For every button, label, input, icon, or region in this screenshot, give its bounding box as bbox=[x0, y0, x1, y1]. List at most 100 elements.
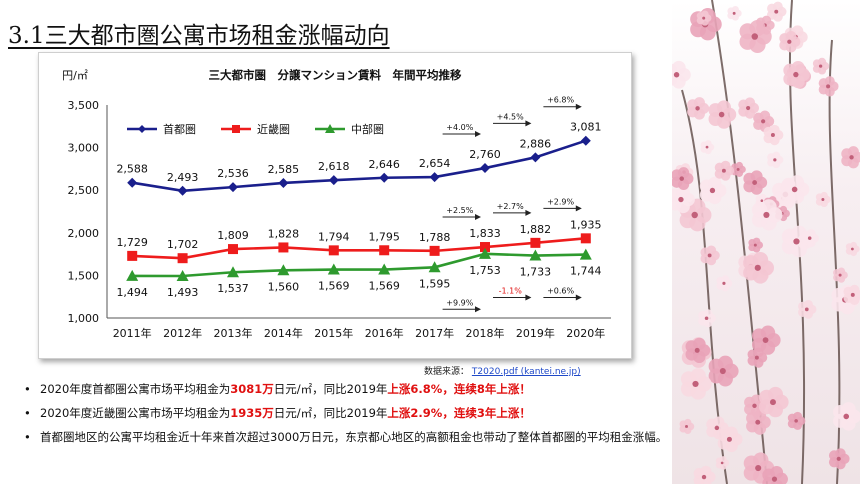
blossom-petal bbox=[835, 448, 846, 459]
blossom-petal bbox=[772, 151, 781, 160]
data-label: 1,795 bbox=[368, 230, 400, 243]
blossom-center bbox=[770, 133, 775, 138]
blossom-petal bbox=[693, 337, 706, 351]
blossom-petal bbox=[761, 199, 777, 215]
page-title: 3.1三大都市圏公寓市场租金涨幅动向 bbox=[8, 23, 390, 49]
blossom-petal bbox=[690, 368, 706, 384]
y-tick-label: 2,000 bbox=[68, 227, 100, 240]
data-label: 2,493 bbox=[167, 171, 199, 184]
blossom-center bbox=[752, 403, 757, 409]
legend-label: 近畿圏 bbox=[257, 122, 290, 136]
x-tick-label: 2016年 bbox=[365, 326, 404, 340]
legend-marker bbox=[325, 124, 335, 133]
blossom-center bbox=[843, 413, 850, 420]
blossom-petal bbox=[759, 110, 771, 122]
bullet-highlight: 1935万 bbox=[230, 406, 274, 420]
legend-label: 首都圏 bbox=[163, 122, 196, 136]
x-tick-label: 2012年 bbox=[163, 326, 202, 340]
blossom-petal bbox=[849, 284, 860, 295]
x-tick-label: 2019年 bbox=[516, 326, 555, 340]
blossom-center bbox=[850, 247, 854, 251]
data-point bbox=[429, 172, 440, 183]
data-point bbox=[379, 245, 390, 256]
data-point bbox=[228, 182, 238, 193]
blossom-center bbox=[849, 155, 854, 160]
data-label: 2,585 bbox=[268, 163, 300, 176]
blossom-center bbox=[685, 424, 688, 428]
blossom-petal bbox=[847, 146, 859, 158]
blossom-center bbox=[752, 180, 758, 185]
x-tick-label: 2015年 bbox=[314, 326, 353, 340]
data-point bbox=[277, 264, 290, 276]
series-line bbox=[132, 237, 586, 260]
blossom-center bbox=[702, 16, 706, 20]
growth-label: +2.5% bbox=[446, 206, 473, 215]
blossom-center bbox=[732, 11, 736, 15]
data-label: 1,494 bbox=[116, 286, 148, 299]
data-label: 2,618 bbox=[318, 160, 350, 173]
blossom-center bbox=[746, 105, 751, 111]
blossom-center bbox=[774, 9, 779, 14]
blossom-center bbox=[804, 307, 809, 312]
data-label: 2,760 bbox=[469, 148, 501, 161]
blossom-center bbox=[850, 292, 855, 297]
source-label: 数据来源： bbox=[424, 367, 470, 377]
blossom-center bbox=[762, 337, 769, 344]
blossom-center bbox=[722, 281, 726, 285]
y-tick-label: 3,500 bbox=[68, 99, 100, 112]
blossom-center bbox=[807, 236, 812, 240]
data-label: 1,753 bbox=[469, 264, 501, 277]
growth-arrow-head bbox=[475, 214, 481, 221]
cherry-blossom-photo bbox=[672, 0, 860, 484]
data-label: 1,537 bbox=[217, 282, 249, 295]
blossom-petal bbox=[678, 167, 690, 179]
blossom-center bbox=[818, 64, 823, 68]
blossom-center bbox=[714, 425, 720, 431]
data-label: 1,729 bbox=[116, 236, 148, 249]
blossom-center bbox=[754, 264, 761, 271]
blossom-petal bbox=[706, 245, 717, 256]
blossom-center bbox=[692, 380, 699, 388]
blossom-center bbox=[705, 145, 709, 149]
data-label: 1,833 bbox=[469, 227, 501, 240]
data-label: 1,702 bbox=[167, 238, 199, 251]
data-point bbox=[530, 152, 541, 163]
growth-arrow-head bbox=[575, 103, 582, 110]
blossom-petal bbox=[791, 61, 805, 75]
bullet-text: 日元/㎡，同比2019年 bbox=[273, 382, 388, 396]
blossom-petal bbox=[803, 299, 813, 310]
x-tick-label: 2011年 bbox=[113, 326, 152, 340]
bullet-item: 首都圏地区的公寓平均租金近十年来首次超过3000万日元，东京都心地区的高额租金也… bbox=[22, 429, 672, 446]
blossom-center bbox=[771, 476, 778, 482]
data-point bbox=[228, 244, 238, 255]
blossom-petal bbox=[693, 97, 705, 109]
blossom-petal bbox=[760, 325, 776, 340]
data-label: 1,744 bbox=[570, 265, 602, 278]
blossom-center bbox=[791, 186, 798, 193]
y-tick-label: 1,500 bbox=[68, 269, 100, 282]
blossom-petal bbox=[785, 31, 797, 42]
blossom-center bbox=[836, 456, 841, 461]
growth-arrow-head bbox=[475, 306, 481, 313]
data-label: 1,569 bbox=[318, 280, 350, 293]
y-axis-label: 円/㎡ bbox=[62, 69, 88, 82]
data-point bbox=[177, 185, 188, 196]
data-point bbox=[379, 172, 390, 183]
blossom-petal bbox=[713, 416, 725, 428]
blossom-petal bbox=[700, 465, 712, 477]
growth-arrow-head bbox=[475, 131, 481, 138]
data-label: 1,828 bbox=[268, 227, 300, 240]
blossom-center bbox=[787, 39, 792, 44]
blossom-center bbox=[678, 196, 684, 203]
growth-arrow-head bbox=[525, 120, 532, 127]
data-label: 1,794 bbox=[318, 230, 350, 243]
legend-marker bbox=[232, 125, 240, 133]
blossom-center bbox=[726, 436, 732, 442]
source-note: 数据来源： T2020.pdf (kantei.ne.jp) bbox=[424, 364, 581, 377]
blossom-center bbox=[695, 106, 700, 111]
blossom-petal bbox=[725, 426, 738, 440]
growth-label: +2.7% bbox=[497, 202, 524, 211]
data-point bbox=[530, 237, 541, 248]
source-link[interactable]: T2020.pdf (kantei.ne.jp) bbox=[471, 367, 581, 377]
blossom-center bbox=[793, 238, 800, 245]
